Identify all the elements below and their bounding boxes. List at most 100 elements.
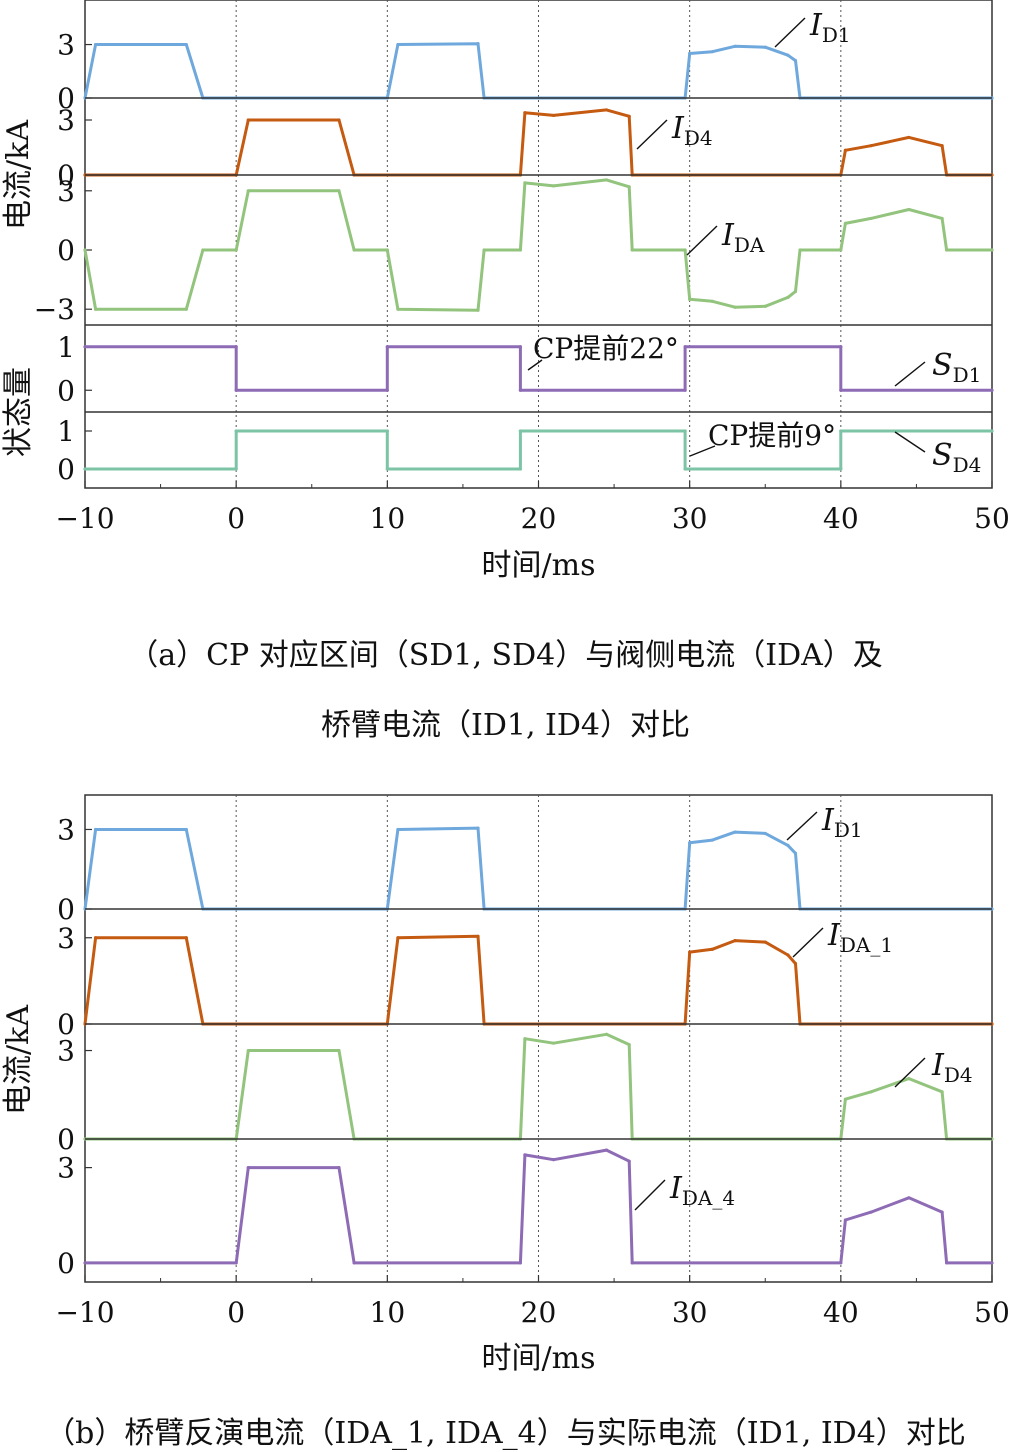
plot-frame-0 — [84, 0, 993, 489]
series-point-IDA_4 — [352, 1261, 356, 1265]
series-point-ID1 — [793, 58, 798, 63]
series-point-ID1 — [184, 827, 188, 832]
series-point-ID4 — [552, 1041, 556, 1045]
series-point-IDA — [990, 248, 994, 252]
series-point-ID1 — [710, 50, 714, 54]
series-point-SD1 — [385, 345, 389, 349]
series-point-IDA — [710, 299, 714, 303]
x-tick-label: 0 — [227, 502, 245, 535]
series-point-ID1 — [763, 831, 767, 836]
series-point-IDA_4 — [839, 1261, 843, 1265]
series-point-IDA — [839, 248, 843, 252]
series-label-ID1-main: I — [809, 8, 823, 43]
series-point-IDA — [786, 295, 790, 299]
series-point-ID4 — [869, 144, 873, 148]
y-tick-label: 0 — [57, 159, 75, 192]
x-tick-label: 20 — [521, 502, 557, 535]
x-axis-label: 时间/ms — [482, 1341, 596, 1376]
y-tick-label: 0 — [57, 374, 75, 407]
series-point-IDA_4 — [630, 1261, 634, 1265]
series-point-ID1 — [476, 42, 480, 46]
series-point-SD4 — [683, 467, 687, 471]
series-point-IDA — [337, 189, 341, 193]
series-point-IDA_4 — [945, 1261, 949, 1265]
series-point-ID4 — [843, 1097, 847, 1101]
series-point-SD1 — [683, 345, 687, 349]
series-point-ID1 — [710, 838, 714, 842]
x-tick-label: 30 — [672, 502, 708, 535]
series-point-ID1 — [396, 42, 400, 47]
series-point-IDA — [246, 189, 250, 193]
series-label-ID1-main: I — [821, 803, 835, 838]
series-point-ID1 — [184, 42, 188, 47]
x-axis-label: 时间/ms — [482, 548, 596, 583]
series-label-IDA-sub: DA — [734, 233, 765, 257]
series-point-ID1 — [476, 826, 480, 830]
series-point-IDA_4 — [843, 1218, 847, 1222]
series-point-IDA — [234, 248, 238, 252]
series-label-IDA_1-main: I — [827, 918, 841, 953]
series-label-ID1-sub: D1 — [822, 23, 851, 47]
series-point-IDA — [518, 248, 522, 252]
y-tick-label: 0 — [57, 1123, 75, 1156]
x-tick-label: 40 — [823, 1296, 859, 1329]
y-tick-label: 3 — [57, 175, 75, 208]
series-point-ID4 — [940, 144, 944, 148]
series-point-ID1 — [763, 45, 767, 49]
caption-a-line1: （a）CP 对应区间（SD1, SD4）与阀侧电流（IDA）及 — [128, 638, 883, 673]
series-point-IDA — [523, 181, 527, 185]
series-point-IDA — [396, 307, 400, 311]
series-line-ID4 — [85, 1032, 992, 1141]
series-line-IDA_4 — [85, 1148, 992, 1265]
series-label-SD4-sub: D4 — [953, 453, 982, 477]
series-point-ID1 — [786, 843, 790, 847]
series-point-IDA — [83, 248, 87, 252]
series-point-ID4 — [523, 1037, 527, 1041]
series-point-IDA_4 — [604, 1148, 609, 1152]
series-point-SD1 — [385, 388, 389, 392]
series-point-IDA_1 — [733, 939, 737, 943]
label-leader — [636, 119, 668, 150]
y-tick-label: 3 — [57, 29, 75, 62]
series-point-ID4 — [627, 1043, 631, 1047]
caption-a-line2: 桥臂电流（ID1, ID4）对比 — [320, 708, 691, 743]
series-point-IDA_4 — [990, 1261, 994, 1265]
series-point-IDA — [385, 248, 389, 252]
series-point-ID4 — [337, 1048, 341, 1053]
series-point-IDA_4 — [337, 1166, 341, 1170]
series-line-SD4 — [85, 429, 992, 471]
series-point-SD4 — [839, 467, 843, 471]
series-point-ID4 — [907, 1076, 911, 1081]
series-point-ID4 — [869, 1090, 873, 1094]
series-line-ID4 — [85, 108, 992, 177]
series-point-IDA — [793, 289, 798, 294]
series-point-ID1 — [793, 851, 798, 855]
series-point-IDA — [93, 307, 98, 311]
series-point-ID1 — [733, 830, 737, 834]
series-point-SD4 — [234, 429, 238, 433]
series-point-ID4 — [627, 114, 631, 118]
series-label-IDA_4: IDA_4 — [669, 1171, 735, 1210]
series-label-IDA: IDA — [721, 218, 765, 257]
series-point-SD1 — [518, 388, 522, 392]
series-point-ID4 — [552, 113, 556, 118]
series-point-IDA — [843, 221, 847, 225]
series-point-IDA — [630, 248, 634, 252]
plot-frame-1 — [84, 794, 993, 1283]
series-point-SD4 — [518, 429, 522, 433]
series-point-IDA_4 — [627, 1159, 631, 1163]
series-point-IDA_1 — [93, 936, 98, 940]
series-point-IDA_1 — [763, 940, 767, 944]
x-tick-label: 20 — [521, 1296, 557, 1329]
series-point-IDA — [907, 207, 911, 212]
series-point-SD1 — [683, 388, 687, 392]
series-point-ID1 — [688, 51, 692, 56]
series-point-IDA — [733, 305, 737, 309]
x-tick-label: 50 — [974, 502, 1010, 535]
label-leader — [894, 431, 926, 453]
series-point-SD4 — [990, 429, 994, 433]
series-label-SD1-sub: D1 — [953, 363, 982, 387]
label-leader — [792, 927, 824, 958]
series-point-IDA — [688, 297, 692, 301]
x-tick-label: 10 — [370, 502, 406, 535]
